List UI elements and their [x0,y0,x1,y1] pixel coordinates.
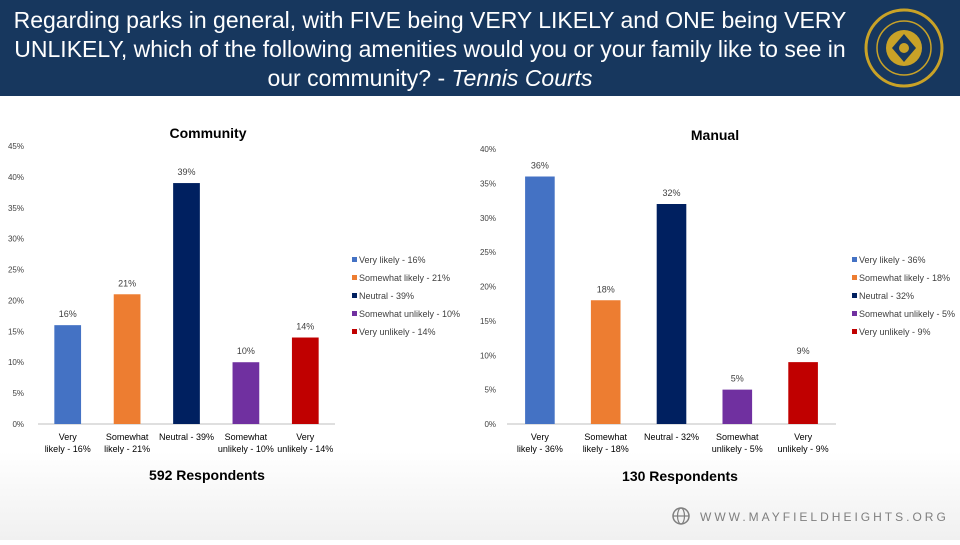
legend-label: Neutral - 39% [359,291,414,301]
y-tick-label: 35% [8,204,24,213]
y-tick-label: 30% [480,214,496,223]
data-label: 32% [662,188,680,198]
x-tick-label: unlikely - 9% [778,444,829,454]
x-tick-label: Somewhat [716,432,759,442]
legend-swatch [352,311,357,316]
legend-swatch [352,293,357,298]
data-label: 36% [531,161,549,171]
legend-label: Neutral - 32% [859,291,914,301]
y-tick-label: 15% [480,317,496,326]
x-tick-label: likely - 36% [517,444,563,454]
legend-label: Somewhat unlikely - 5% [859,309,955,319]
data-label: 21% [118,278,136,288]
chart-title: Manual [691,127,739,143]
y-tick-label: 0% [484,420,496,429]
y-tick-label: 0% [12,420,24,429]
data-label: 18% [597,284,615,294]
y-tick-label: 5% [12,389,24,398]
legend-label: Somewhat likely - 21% [359,273,450,283]
legend-swatch [852,275,857,280]
y-tick-label: 40% [8,173,24,182]
x-tick-label: Very [794,432,813,442]
x-tick-label: Somewhat [106,432,149,442]
x-tick-label: Somewhat [584,432,627,442]
y-tick-label: 10% [8,358,24,367]
respondents-label: 130 Respondents [622,468,738,484]
footer-url[interactable]: WWW.MAYFIELDHEIGHTS.ORG [700,510,949,524]
x-tick-label: Very [296,432,315,442]
chart-area: Community 0% 5% 10% 15% 20% 25% 30% 35% 40% 45% 16%… [0,96,960,540]
x-tick-label: unlikely - 14% [277,444,333,454]
data-label: 39% [177,167,195,177]
x-tick-label: Somewhat [225,432,268,442]
data-label: 14% [296,322,314,332]
chart-title: Community [170,125,247,141]
city-seal-icon [864,8,944,88]
header-bar: Regarding parks in general, with FIVE be… [0,0,960,96]
bar [656,204,687,424]
bar [54,325,82,424]
x-tick-label: likely - 18% [583,444,629,454]
y-tick-label: 20% [8,296,24,305]
globe-icon [672,507,690,525]
y-tick-label: 25% [8,266,24,275]
bar [173,183,200,424]
x-tick-label: likely - 21% [104,444,150,454]
bar [232,362,260,424]
y-tick-label: 35% [480,179,496,188]
legend-label: Somewhat likely - 18% [859,273,950,283]
charts-svg: Community 0% 5% 10% 15% 20% 25% 30% 35% 40% 45% 16%… [8,125,955,484]
legend-label: Very unlikely - 9% [859,327,931,337]
y-tick-label: 30% [8,235,24,244]
y-tick-label: 10% [480,351,496,360]
legend-swatch [852,257,857,262]
legend-swatch [852,311,857,316]
x-tick-label: Very [59,432,78,442]
bar [722,389,753,424]
x-tick-label: likely - 16% [45,444,91,454]
x-tick-label: unlikely - 5% [712,444,763,454]
y-tick-label: 40% [480,145,496,154]
bar [113,294,141,424]
y-tick-label: 20% [480,283,496,292]
legend-swatch [352,329,357,334]
legend-label: Somewhat unlikely - 10% [359,309,460,319]
x-tick-label: unlikely - 10% [218,444,274,454]
title-text: Regarding parks in general, with FIVE be… [13,7,847,91]
legend-swatch [352,275,357,280]
legend-swatch [852,293,857,298]
bar [525,176,555,424]
respondents-label: 592 Respondents [149,467,265,483]
y-tick-label: 25% [480,248,496,257]
x-tick-label: Neutral - 39% [159,432,214,442]
y-tick-label: 15% [8,327,24,336]
title-emphasis: Tennis Courts [451,65,593,91]
y-tick-label: 45% [8,142,24,151]
legend-label: Very likely - 16% [359,255,426,265]
legend-label: Very likely - 36% [859,255,926,265]
data-label: 16% [59,309,77,319]
bar [788,362,818,424]
x-tick-label: Neutral - 32% [644,432,699,442]
data-label: 10% [237,346,255,356]
legend-swatch [852,329,857,334]
bar [590,300,621,424]
legend-swatch [352,257,357,262]
legend-label: Very unlikely - 14% [359,327,436,337]
bar [291,337,319,424]
page-title: Regarding parks in general, with FIVE be… [10,6,850,93]
y-tick-label: 5% [484,386,496,395]
data-label: 9% [797,346,810,356]
x-tick-label: Very [531,432,550,442]
data-label: 5% [731,374,744,384]
